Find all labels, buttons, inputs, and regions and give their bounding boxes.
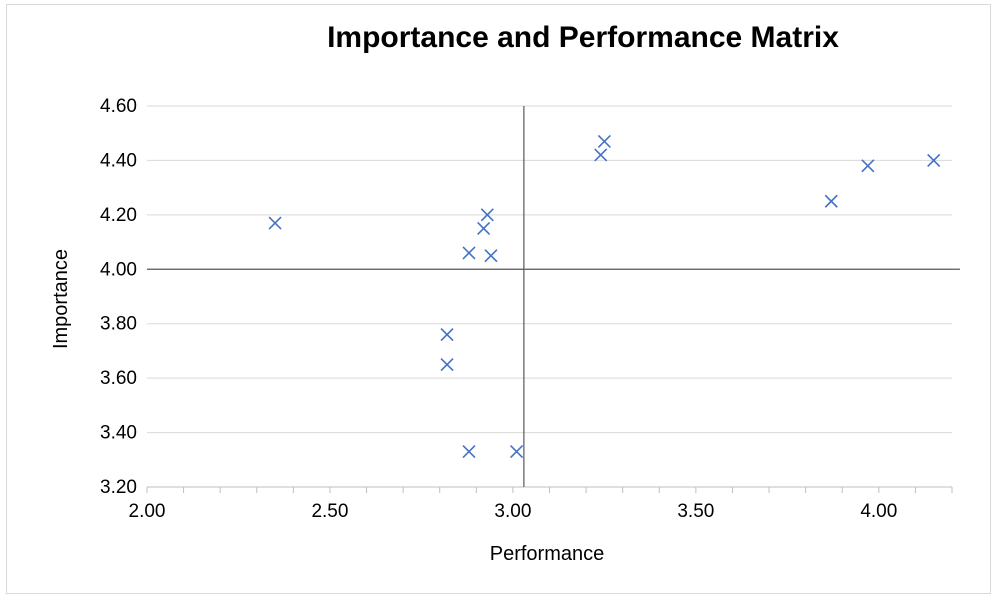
data-point-stroke bbox=[594, 148, 608, 162]
data-points bbox=[268, 134, 941, 459]
x-tick-label: 3.00 bbox=[494, 501, 531, 522]
data-point bbox=[462, 246, 476, 260]
x-tick-label: 2.50 bbox=[311, 501, 348, 522]
data-point bbox=[927, 153, 941, 167]
data-point bbox=[824, 194, 838, 208]
data-point bbox=[462, 445, 476, 459]
data-point-stroke bbox=[440, 328, 454, 342]
scatter-chart: Importance and Performance Matrix 3.203.… bbox=[50, 21, 960, 565]
data-point-stroke bbox=[462, 445, 476, 459]
data-point-stroke bbox=[927, 153, 941, 167]
y-axis-title: Importance bbox=[50, 249, 72, 349]
data-point-stroke bbox=[268, 216, 282, 230]
y-tick-label: 4.60 bbox=[100, 96, 137, 117]
y-tick-label: 4.20 bbox=[100, 205, 137, 226]
y-tick-label: 3.60 bbox=[100, 368, 137, 389]
tick-labels: 3.20 3.40 3.60 3.80 4.00 4.20 4.40 4.60 2.00 2.50… bbox=[100, 96, 897, 522]
chart-title: Importance and Performance Matrix bbox=[327, 21, 839, 54]
y-tick-label: 4.00 bbox=[100, 259, 137, 280]
data-point bbox=[484, 249, 498, 263]
data-point bbox=[510, 445, 524, 459]
data-point-stroke bbox=[462, 246, 476, 260]
x-tick-label: 4.00 bbox=[860, 501, 897, 522]
x-axis-title: Performance bbox=[490, 543, 605, 565]
data-point bbox=[268, 216, 282, 230]
data-point bbox=[440, 328, 454, 342]
axes bbox=[146, 486, 953, 493]
data-point bbox=[861, 159, 875, 173]
y-tick-label: 3.40 bbox=[100, 423, 137, 444]
data-point bbox=[477, 221, 491, 236]
x-tick-label: 3.50 bbox=[677, 501, 714, 522]
data-point-stroke bbox=[824, 194, 838, 208]
y-tick-label: 4.40 bbox=[100, 150, 137, 171]
data-point-stroke bbox=[477, 221, 491, 236]
data-point-stroke bbox=[597, 134, 611, 148]
y-tick-label: 3.20 bbox=[100, 477, 137, 498]
data-point bbox=[480, 208, 494, 222]
data-point bbox=[440, 357, 454, 372]
data-point bbox=[597, 134, 611, 148]
chart-area: Importance and Performance Matrix 3.20 3.… bbox=[6, 4, 991, 594]
data-point-stroke bbox=[440, 357, 454, 372]
data-point-stroke bbox=[480, 208, 494, 222]
quadrant-lines bbox=[147, 106, 960, 487]
data-point-stroke bbox=[510, 445, 524, 459]
data-point bbox=[594, 148, 608, 162]
data-point-stroke bbox=[861, 159, 875, 173]
y-tick-label: 3.80 bbox=[100, 314, 137, 335]
data-point-stroke bbox=[484, 249, 498, 263]
x-tick-label: 2.00 bbox=[129, 501, 166, 522]
